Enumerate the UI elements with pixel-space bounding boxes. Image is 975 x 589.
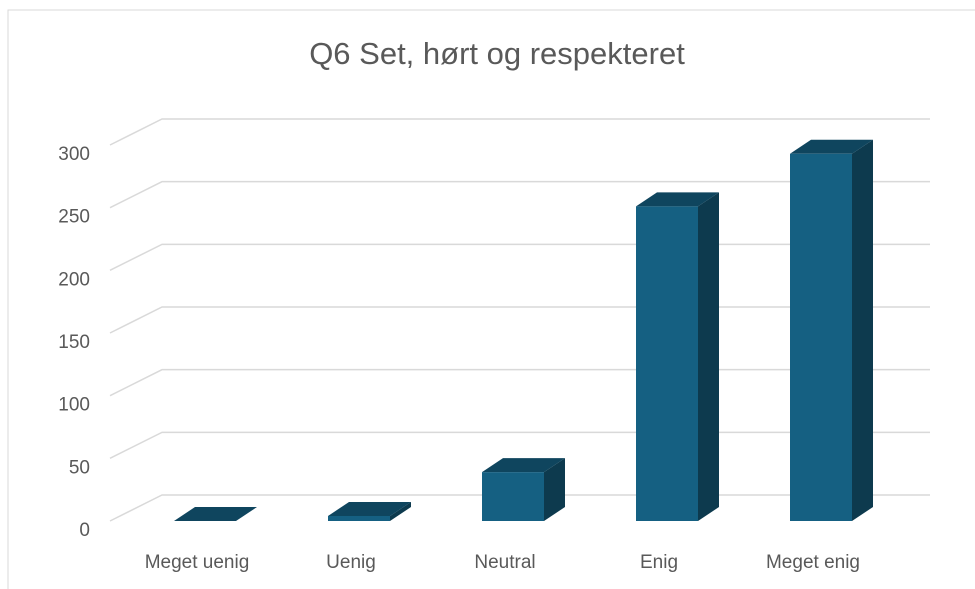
x-tick-label: Neutral	[474, 552, 535, 573]
grid-line	[109, 118, 930, 146]
x-tick-label: Meget enig	[766, 552, 860, 573]
y-tick-label: 300	[58, 144, 90, 165]
bar	[328, 515, 390, 521]
bar-side	[852, 139, 873, 522]
bar-side	[698, 192, 719, 521]
x-tick-label: Meget uenig	[145, 552, 250, 573]
bar	[482, 472, 544, 521]
x-tick-label: Uenig	[326, 552, 376, 573]
bar-side	[544, 458, 565, 521]
y-tick-label: 50	[69, 457, 90, 478]
grid-line	[109, 180, 930, 209]
y-tick-label: 100	[58, 395, 90, 416]
bar-side	[390, 501, 411, 521]
bar	[636, 206, 698, 521]
y-tick-label: 200	[58, 269, 90, 290]
bar-top	[790, 139, 873, 154]
y-tick-label: 250	[58, 207, 90, 228]
x-tick-label: Enig	[640, 552, 678, 573]
bar-top	[482, 458, 565, 473]
y-tick-label: 0	[79, 520, 90, 541]
bar	[790, 153, 852, 522]
bar-top	[174, 507, 257, 521]
bar-top	[636, 192, 719, 207]
y-tick-label: 150	[58, 332, 90, 353]
bar-top	[328, 501, 411, 516]
chart-title: Q6 Set, hørt og respekteret	[309, 36, 685, 71]
